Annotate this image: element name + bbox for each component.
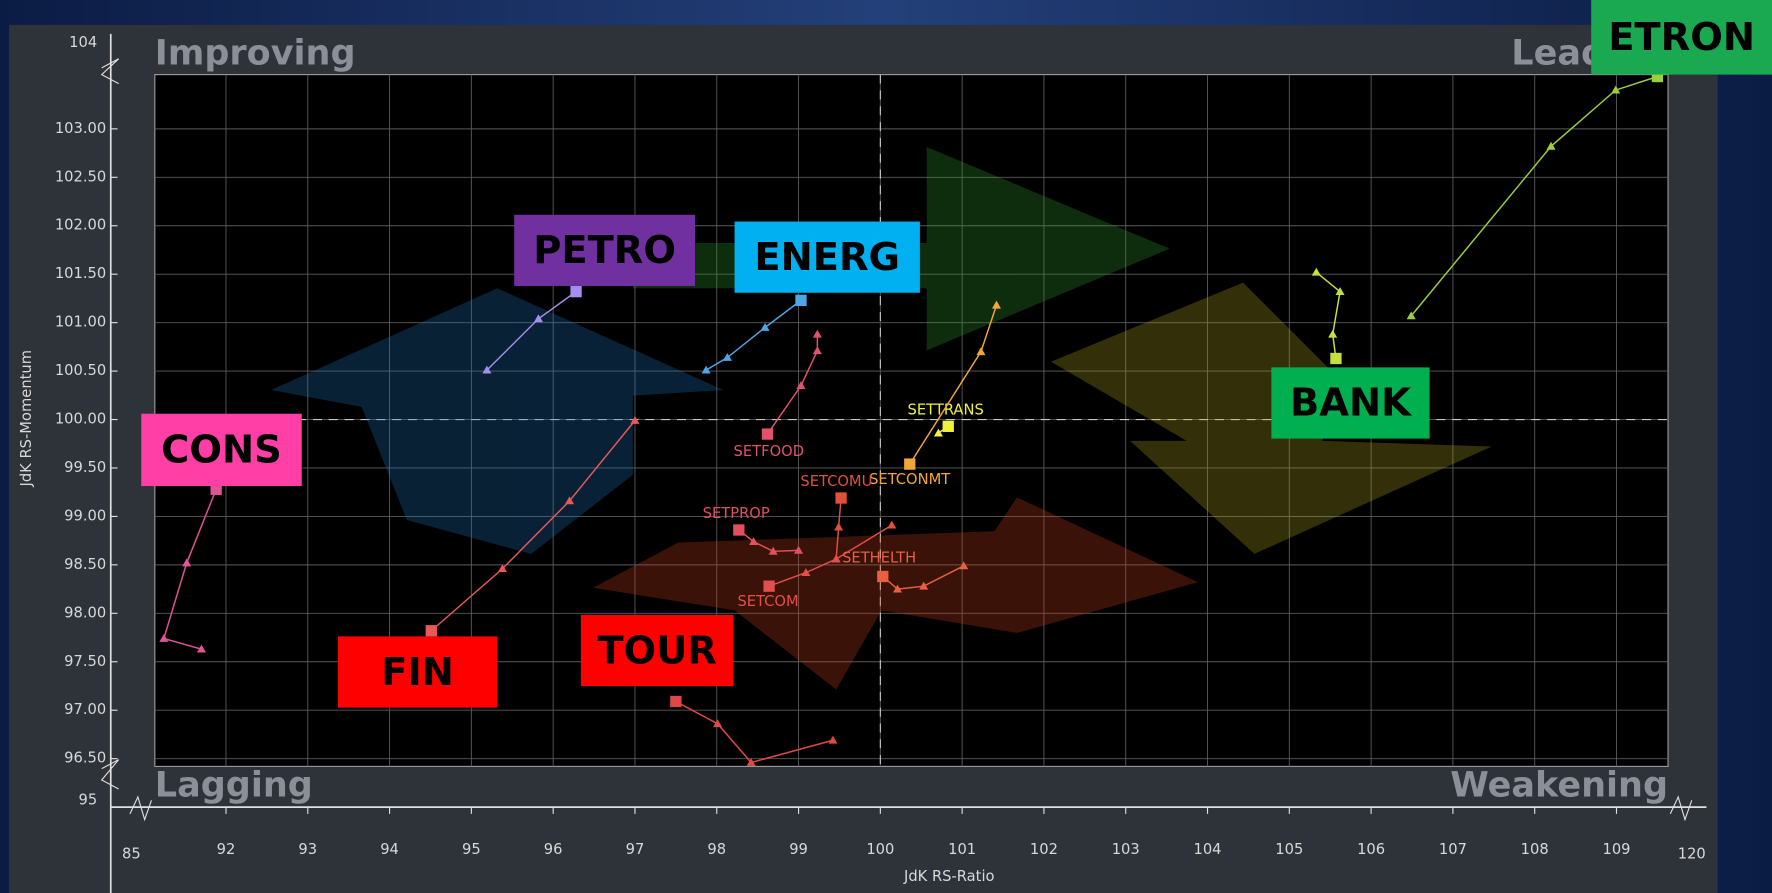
y-tick-label: 99.50: [64, 459, 106, 476]
x-break-label: 120: [1678, 846, 1706, 863]
series-head: [570, 286, 581, 297]
x-tick-label: 109: [1602, 841, 1630, 858]
y-tick-label: 97.00: [64, 701, 106, 718]
x-tick-label: 106: [1357, 841, 1385, 858]
y-tick-label: 101.50: [55, 265, 106, 282]
x-tick-label: 103: [1112, 841, 1140, 858]
x-tick-label: 95: [462, 841, 481, 858]
y-axis-title: JdK RS-Momentum: [18, 350, 35, 488]
callout-label: BANK: [1290, 381, 1412, 426]
callout-label: PETRO: [533, 228, 676, 273]
y-break-label: 104: [69, 34, 97, 51]
x-tick-label: 107: [1439, 841, 1467, 858]
callout-label: FIN: [381, 650, 454, 695]
callout-label: ENERG: [754, 235, 900, 280]
y-tick-label: 96.50: [64, 750, 106, 767]
series-head: [763, 581, 774, 592]
y-tick-label: 101.00: [55, 314, 106, 331]
series-head: [733, 524, 744, 535]
callout-label: ETRON: [1608, 15, 1755, 60]
y-tick-label: 100.00: [55, 411, 106, 428]
y-tick-label: 98.50: [64, 556, 106, 573]
page: {"chart_data": { "type": "rrg", "x_label…: [0, 0, 1772, 893]
callout-label: TOUR: [597, 628, 717, 673]
x-tick-label: 104: [1194, 841, 1222, 858]
x-tick-label: 108: [1521, 841, 1549, 858]
series-label: SETPROP: [703, 505, 770, 522]
y-tick-label: 103.00: [55, 120, 106, 137]
x-tick-label: 97: [626, 841, 645, 858]
x-tick-label: 100: [866, 841, 894, 858]
series-label: SETFOOD: [734, 443, 804, 460]
x-tick-label: 101: [948, 841, 976, 858]
x-break-label: 85: [122, 846, 141, 863]
y-tick-label: 102.00: [55, 217, 106, 234]
x-tick-label: 93: [298, 841, 317, 858]
y-tick-label: 102.50: [55, 168, 106, 185]
x-axis-title: JdK RS-Ratio: [903, 868, 994, 885]
series-head: [835, 492, 846, 503]
chart: ImprovingLeadingLaggingWeakening 9293949…: [0, 0, 1772, 893]
x-tick-label: 96: [544, 841, 563, 858]
series-head: [877, 571, 888, 582]
y-tick-label: 98.00: [64, 604, 106, 621]
x-tick-label: 92: [217, 841, 236, 858]
quadrant-label: Weakening: [1450, 765, 1668, 806]
x-tick-label: 99: [789, 841, 808, 858]
y-tick-label: 99.00: [64, 507, 106, 524]
series-label: SETCONMT: [869, 471, 951, 488]
callout-label: CONS: [161, 428, 282, 473]
y-tick-label: 97.50: [64, 653, 106, 670]
series-head: [670, 696, 681, 707]
series-label: SETTRANS: [908, 401, 984, 418]
x-tick-label: 105: [1275, 841, 1303, 858]
y-break-label: 95: [78, 791, 97, 808]
series-head: [795, 295, 806, 306]
x-tick-label: 94: [380, 841, 399, 858]
series-label: SETCOMU: [800, 473, 872, 490]
series-head: [904, 458, 915, 469]
series-head: [943, 421, 954, 432]
series-head: [762, 428, 773, 439]
x-tick-label: 102: [1030, 841, 1058, 858]
y-tick-label: 100.50: [55, 362, 106, 379]
series-head: [1330, 353, 1341, 364]
quadrant-label: Lagging: [155, 765, 313, 806]
quadrant-label: Improving: [155, 32, 356, 73]
series-label: SETHELTH: [842, 549, 916, 566]
series-head: [426, 625, 437, 636]
series-label: SETCOM: [737, 593, 798, 610]
x-tick-label: 98: [707, 841, 726, 858]
